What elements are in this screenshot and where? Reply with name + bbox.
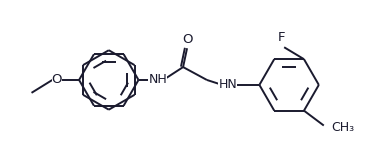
Text: HN: HN bbox=[218, 78, 237, 91]
Text: O: O bbox=[51, 74, 62, 86]
Text: F: F bbox=[277, 31, 285, 44]
Text: NH: NH bbox=[149, 74, 167, 86]
Text: O: O bbox=[182, 33, 192, 46]
Text: CH₃: CH₃ bbox=[332, 121, 355, 134]
